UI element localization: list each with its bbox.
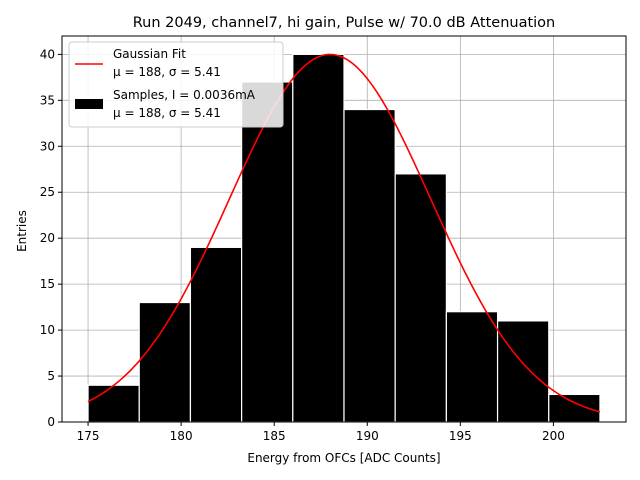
histogram-bar [292, 53, 345, 423]
histogram-bar [548, 393, 601, 423]
x-tick-label: 185 [263, 429, 286, 443]
legend: Gaussian Fit μ = 188, σ = 5.41 Samples, … [68, 41, 284, 128]
y-tick-label: 20 [40, 231, 55, 245]
y-tick-label: 10 [40, 323, 55, 337]
y-tick-label: 5 [47, 369, 55, 383]
histogram-bar [394, 173, 447, 423]
y-tick-label: 15 [40, 277, 55, 291]
x-tick-label: 190 [356, 429, 379, 443]
histogram-bars [87, 53, 601, 423]
chart-title: Run 2049, channel7, hi gain, Pulse w/ 70… [133, 15, 556, 31]
x-tick-label: 180 [170, 429, 193, 443]
axis-ticks: 175 180 185 190 195 200 0 5 10 15 20 25 30 35 40 [40, 47, 565, 443]
legend-samples-label: Samples, I = 0.0036mA [113, 88, 256, 102]
histogram-bar [343, 108, 396, 423]
histogram-bar [241, 81, 294, 423]
y-tick-label: 35 [40, 93, 55, 107]
plot-frame [61, 35, 627, 423]
histogram-bar [189, 246, 243, 423]
legend-box [68, 41, 284, 128]
legend-samples-stats: μ = 188, σ = 5.41 [113, 106, 221, 120]
legend-fit-label: Gaussian Fit [113, 47, 186, 61]
gaussian-fit [87, 53, 601, 413]
histogram-bar [138, 301, 192, 423]
y-tick-label: 40 [40, 47, 55, 61]
x-axis-label: Energy from OFCs [ADC Counts] [247, 451, 440, 465]
x-tick-label: 195 [449, 429, 472, 443]
y-tick-label: 25 [40, 185, 55, 199]
y-tick-label: 30 [40, 139, 55, 153]
y-tick-label: 0 [47, 415, 55, 429]
legend-samples-swatch [75, 99, 103, 109]
x-tick-label: 175 [77, 429, 100, 443]
histogram-bar [496, 320, 550, 423]
legend-fit-stats: μ = 188, σ = 5.41 [113, 65, 221, 79]
histogram-bar [87, 384, 140, 423]
x-tick-label: 200 [542, 429, 565, 443]
gaussian-fit-curve [87, 53, 601, 413]
histogram-bar [445, 311, 499, 423]
y-axis-label: Entries [15, 210, 29, 252]
